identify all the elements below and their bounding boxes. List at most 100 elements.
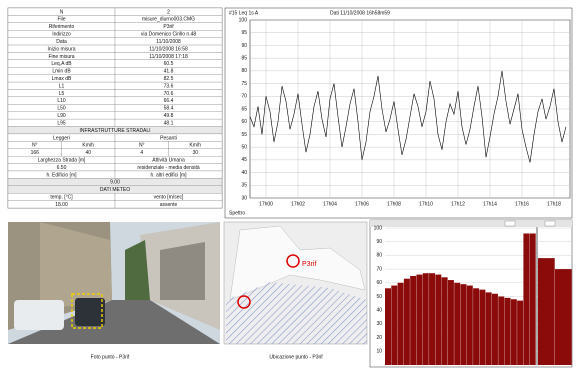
table-text: Riferimento: [49, 24, 75, 30]
y-tick-label: 55: [241, 132, 247, 138]
table-text: N: [60, 9, 64, 15]
y-tick-label: 30: [241, 195, 247, 201]
x-tick-label: 17h14: [483, 201, 497, 207]
table-text: 4: [140, 150, 143, 156]
y-tick-label: 30: [376, 321, 382, 327]
table-text: Larghezza Strada [m]: [38, 157, 86, 163]
bar: [555, 269, 572, 365]
table-text: Leggeri: [53, 135, 70, 141]
bar: [523, 233, 529, 365]
table-text: 18.00: [55, 202, 68, 208]
map-label: P3rif: [302, 261, 316, 268]
table-text: 9.00: [110, 180, 120, 186]
y-tick-label: 60: [376, 280, 382, 286]
y-tick-label: 85: [241, 55, 247, 61]
y-tick-label: 100: [239, 17, 248, 23]
table-text: File: [57, 17, 65, 23]
map-caption: Ubicazione punto - P3rif: [269, 354, 323, 360]
table-text: residenziale - media densità: [137, 165, 199, 171]
table-text: 40: [85, 150, 91, 156]
table-text: 11/10/2008: [156, 39, 181, 45]
table-text: L1: [59, 83, 65, 89]
bar: [423, 273, 429, 365]
header-box: [545, 221, 555, 226]
table-text: 11/10/2008 16:58: [149, 46, 188, 52]
bar: [410, 276, 416, 365]
table-text: Inizio misura: [47, 46, 75, 52]
table-text: 41.8: [164, 69, 174, 75]
bar: [511, 299, 517, 365]
table-text: 2: [167, 9, 170, 15]
table-text: L90: [57, 113, 66, 119]
y-tick-label: 50: [376, 294, 382, 300]
bar: [454, 283, 460, 365]
table-text: 6.50: [57, 165, 67, 171]
y-tick-label: 70: [241, 94, 247, 100]
table-text: Pesanti: [160, 135, 177, 141]
table-text: 48.1: [164, 120, 174, 126]
y-tick-label: 95: [241, 30, 247, 36]
bar: [486, 292, 492, 365]
table-text: 82.5: [164, 76, 174, 82]
y-tick-label: 80: [241, 68, 247, 74]
table-text: Km/h: [189, 143, 201, 149]
spectrum-header: [370, 220, 572, 227]
table-text: 30: [192, 150, 198, 156]
table-text: Indirizzo: [52, 32, 71, 38]
y-tick-label: 80: [376, 253, 382, 259]
y-tick-label: 45: [241, 157, 247, 163]
header-box: [505, 221, 515, 226]
table-text: L10: [57, 98, 66, 104]
bar: [530, 233, 536, 365]
table-text: 58.4: [164, 106, 174, 112]
x-tick-label: 17h18: [547, 201, 561, 207]
bar: [461, 284, 467, 365]
table-text: Attività Umana: [152, 157, 185, 163]
photo-caption: Foto punto - P3rif: [91, 354, 130, 360]
y-tick-label: 40: [241, 170, 247, 176]
chart-header: #15 Leq 1s A: [229, 10, 259, 16]
bar: [505, 298, 511, 365]
table-text: L95: [57, 120, 66, 126]
y-tick-label: 35: [241, 183, 247, 189]
y-tick-label: 50: [241, 144, 247, 150]
table-text: N°: [139, 143, 145, 149]
x-tick-label: 17h06: [355, 201, 369, 207]
table-text: Km/h: [82, 143, 94, 149]
table-text: 66.4: [164, 98, 174, 104]
table-text: L50: [57, 106, 66, 112]
table-text: misure_diurno003.CMG: [142, 17, 195, 23]
table-text: 73.6: [164, 83, 174, 89]
bar: [416, 275, 422, 365]
table-text: N°: [32, 143, 38, 149]
table-text: 60.5: [164, 61, 174, 67]
table-text: L5: [59, 91, 65, 97]
y-tick-label: 65: [241, 106, 247, 112]
table-text: Fine misura: [48, 54, 74, 60]
chart-footer: Spettro: [229, 210, 245, 216]
report: Foto punto - P3rif P3rif Ubicazione punt…: [0, 0, 578, 369]
table-text: temp. [°C]: [50, 195, 73, 201]
x-tick-label: 17h12: [451, 201, 465, 207]
table-text: Data: [56, 39, 67, 45]
table-text: h. Edificio [m]: [46, 172, 77, 178]
table-text: DATI METEO: [100, 187, 130, 193]
x-tick-label: 17h10: [419, 201, 433, 207]
bar: [473, 288, 479, 365]
chart-header: Dati 11/10/2008 16h58m59: [330, 10, 390, 16]
map: [224, 222, 367, 344]
page: Foto punto - P3rif P3rif Ubicazione punt…: [0, 0, 578, 374]
bar: [442, 277, 448, 365]
y-tick-label: 90: [241, 43, 247, 49]
y-tick-label: 10: [376, 349, 382, 355]
table-text: Lmax dB: [52, 76, 72, 82]
y-tick-label: 100: [374, 225, 383, 231]
table-text: 49.8: [164, 113, 174, 119]
table-text: h. altri edifici [m]: [150, 172, 187, 178]
photo: [8, 222, 220, 344]
y-tick-label: 40: [376, 308, 382, 314]
x-tick-label: 17h00: [259, 201, 273, 207]
x-tick-label: 17h02: [291, 201, 305, 207]
table-text: INFRASTRUTTURE STRADALI: [79, 128, 150, 134]
y-tick-label: 90: [376, 239, 382, 245]
